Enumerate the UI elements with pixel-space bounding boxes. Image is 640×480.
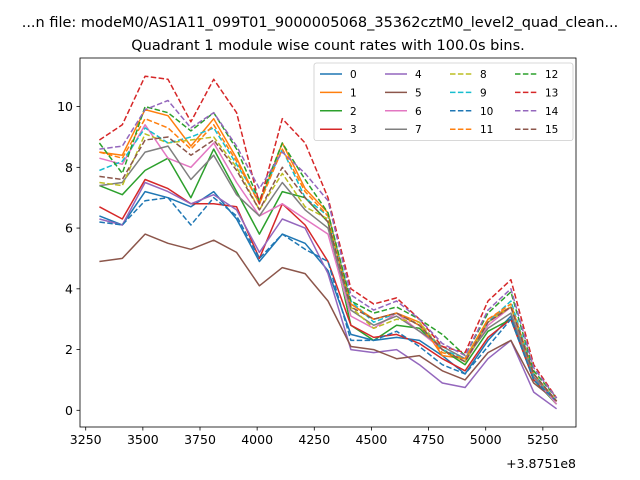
legend-label-0: 0 bbox=[350, 69, 357, 81]
legend-label-10: 10 bbox=[480, 106, 493, 118]
x-offset-label: +3.8751e8 bbox=[506, 456, 576, 471]
series-line-12 bbox=[98, 105, 558, 399]
legend-label-6: 6 bbox=[415, 106, 422, 118]
x-tick-label: 3500 bbox=[127, 432, 159, 447]
series-line-8 bbox=[99, 133, 558, 402]
legend-box bbox=[313, 62, 574, 141]
series-line-4 bbox=[99, 181, 558, 410]
y-tick-label: 6 bbox=[65, 221, 73, 236]
legend-label-12: 12 bbox=[545, 69, 558, 81]
x-tick-label: 5250 bbox=[527, 432, 559, 447]
series-line-15 bbox=[99, 136, 558, 402]
chart-title: Quadrant 1 module wise count rates with … bbox=[131, 38, 525, 54]
series-line-7 bbox=[99, 145, 558, 402]
x-tick-label: 4000 bbox=[241, 432, 273, 447]
x-tick-label: 4250 bbox=[298, 432, 330, 447]
legend-label-15: 15 bbox=[545, 124, 558, 136]
legend-label-8: 8 bbox=[480, 69, 487, 81]
legend-label-2: 2 bbox=[350, 106, 357, 118]
series-line-0 bbox=[99, 190, 558, 402]
y-tick-label: 10 bbox=[57, 99, 73, 114]
legend-label-14: 14 bbox=[545, 106, 559, 118]
x-tick-label: 4750 bbox=[413, 432, 445, 447]
series-line-5 bbox=[99, 233, 558, 402]
x-tick-label: 5000 bbox=[470, 432, 502, 447]
plot-area: 3250 3500 3750 4000 4250 4500 4750 5000 52500246… bbox=[57, 57, 577, 447]
series-line-10 bbox=[99, 196, 558, 402]
x-tick-label: 3250 bbox=[70, 432, 102, 447]
legend-label-7: 7 bbox=[415, 124, 422, 136]
x-tick-label: 3750 bbox=[184, 432, 216, 447]
x-tick-label: 4500 bbox=[356, 432, 388, 447]
legend-label-9: 9 bbox=[480, 87, 487, 99]
y-tick-label: 4 bbox=[65, 281, 73, 296]
legend-label-3: 3 bbox=[350, 124, 357, 136]
y-tick-label: 2 bbox=[65, 342, 73, 357]
figure-suptitle: ...n file: modeM0/AS1A11_099T01_90000050… bbox=[22, 15, 619, 31]
legend-label-1: 1 bbox=[350, 87, 357, 99]
series-line-11 bbox=[99, 117, 558, 402]
legend-label-13: 13 bbox=[545, 87, 558, 99]
legend-label-11: 11 bbox=[480, 124, 493, 136]
legend-label-4: 4 bbox=[415, 69, 422, 81]
axes-frame bbox=[79, 57, 577, 428]
y-tick-label: 0 bbox=[65, 403, 73, 418]
series-line-14 bbox=[99, 99, 558, 399]
legend-label-5: 5 bbox=[415, 87, 422, 99]
series-line-13 bbox=[98, 75, 558, 399]
series-line-3 bbox=[99, 178, 558, 402]
y-tick-label: 8 bbox=[65, 160, 73, 175]
